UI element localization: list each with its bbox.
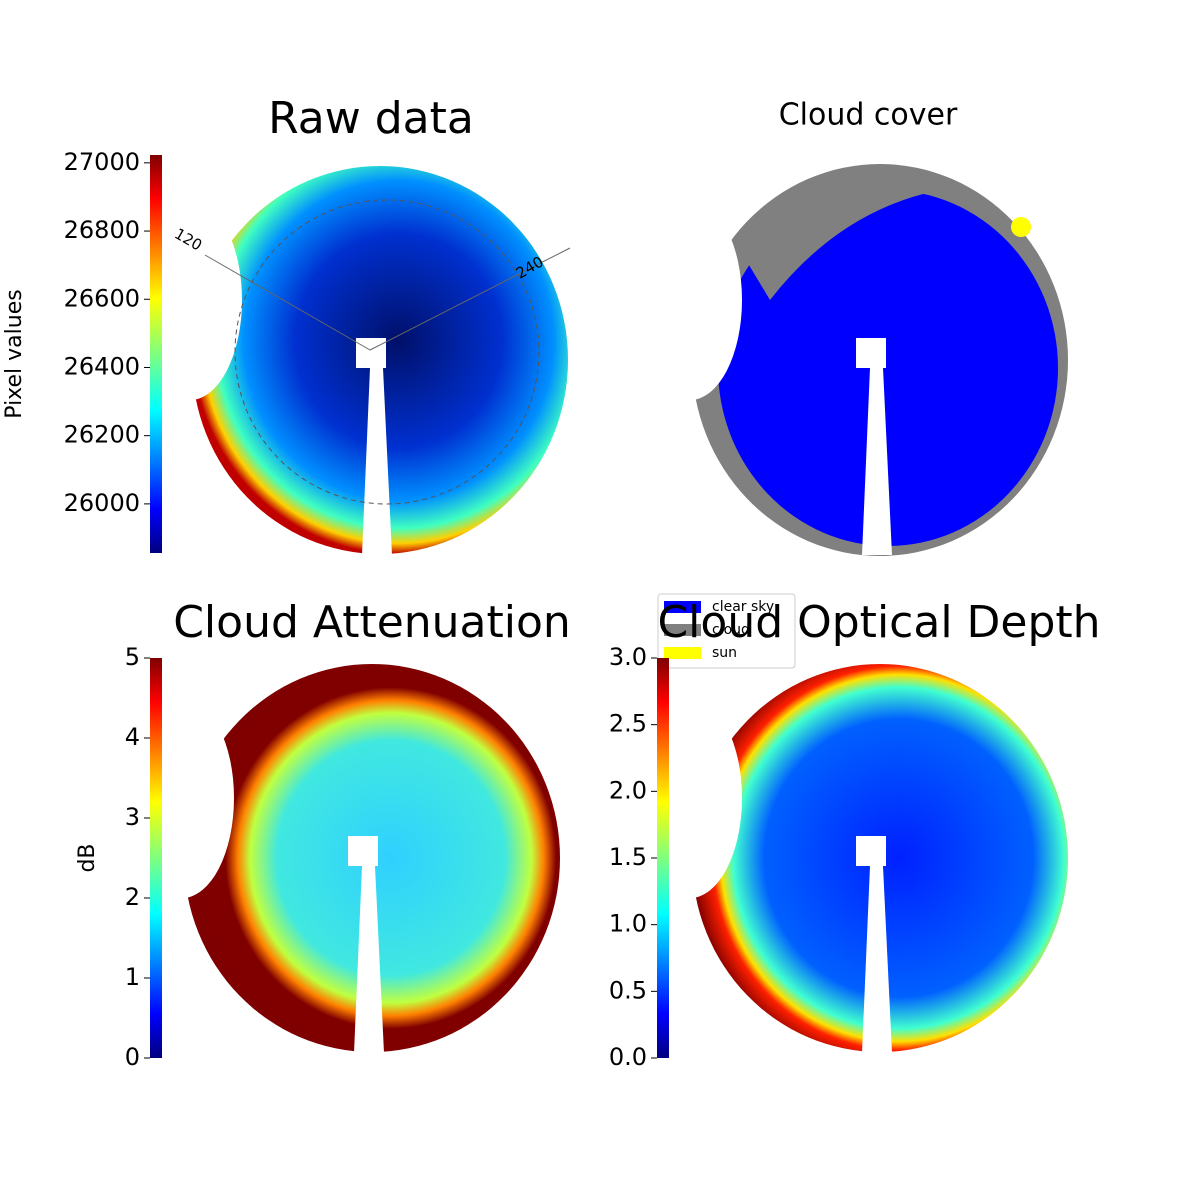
legend-label: clear sky xyxy=(712,599,774,615)
colorbar xyxy=(150,658,162,1058)
colorbar-tick-label: 26400 xyxy=(64,352,140,380)
image-mask xyxy=(638,698,742,898)
colorbar-tick-label: 3.0 xyxy=(609,643,647,671)
colorbar-tick-label: 0.0 xyxy=(609,1043,647,1071)
colorbar-label: dB xyxy=(75,843,100,872)
colorbar-tick-label: 0.5 xyxy=(609,976,647,1004)
image-mask xyxy=(138,200,242,400)
colorbar-tick-label: 1 xyxy=(125,963,140,991)
legend-swatch xyxy=(664,647,701,659)
polar-grid xyxy=(234,199,540,505)
clear-sky-region xyxy=(718,190,1058,546)
mast xyxy=(348,836,384,1053)
legend-swatch xyxy=(664,624,701,636)
polar-axis xyxy=(204,254,371,351)
colorbar-tick-label: 26200 xyxy=(64,421,140,449)
mast xyxy=(856,338,892,555)
colorbar xyxy=(150,155,162,553)
cloud-band xyxy=(740,182,940,300)
colorbar-tick-label: 3 xyxy=(125,803,140,831)
colorbar-tick-label: 5 xyxy=(125,643,140,671)
legend-label: cloud xyxy=(712,622,750,638)
colorbar-label: Pixel values xyxy=(2,289,27,418)
colorbar-tick-label: 2 xyxy=(125,883,140,911)
colorbar-tick-label: 4 xyxy=(125,723,140,751)
colorbar-tick-label: 2.0 xyxy=(609,776,647,804)
colorbar-tick-label: 1.0 xyxy=(609,910,647,938)
polar-axis xyxy=(369,247,571,351)
panel-title: Raw data xyxy=(268,93,474,144)
image-mask xyxy=(130,698,234,898)
colorbar-tick-label: 2.5 xyxy=(609,710,647,738)
panel-title: Cloud cover xyxy=(779,98,958,133)
colorbar xyxy=(657,658,669,1058)
panel-title: Cloud Attenuation xyxy=(173,597,571,648)
colorbar-tick-label: 27000 xyxy=(64,148,140,176)
sun-marker xyxy=(1011,217,1031,237)
legend-swatch xyxy=(664,601,701,613)
colorbar-tick-label: 26600 xyxy=(64,284,140,312)
image-mask xyxy=(638,200,742,400)
mast xyxy=(356,338,392,555)
legend-label: sun xyxy=(712,645,737,661)
panel-title: Cloud Optical Depth xyxy=(657,597,1100,648)
colorbar-tick-label: 1.5 xyxy=(609,843,647,871)
mast xyxy=(856,836,892,1053)
colorbar-tick-label: 26800 xyxy=(64,216,140,244)
colorbar-tick-label: 26000 xyxy=(64,489,140,517)
colorbar-tick-label: 0 xyxy=(125,1043,140,1071)
